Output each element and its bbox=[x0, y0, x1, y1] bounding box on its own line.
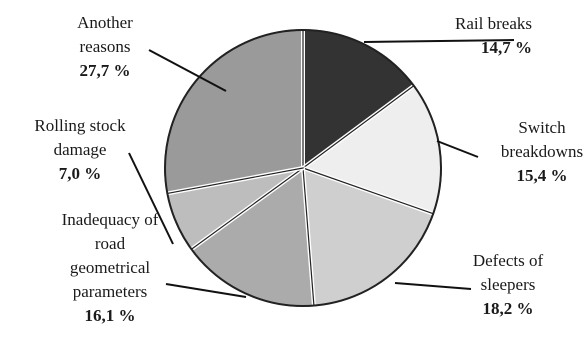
slice-label-line: Rail breaks bbox=[455, 14, 532, 33]
leader-line bbox=[436, 140, 479, 158]
slice-edge bbox=[302, 85, 415, 169]
slice-label: Another reasons 27,7 % bbox=[77, 13, 133, 80]
slice-edge bbox=[302, 167, 434, 215]
slice-value: 18,2 % bbox=[483, 299, 534, 318]
slice-edge bbox=[191, 167, 304, 250]
pie-slice bbox=[164, 29, 304, 195]
slice-label-line: Switch bbox=[518, 118, 566, 137]
slice-label-line: Defects of bbox=[473, 251, 544, 270]
slice-value: 15,4 % bbox=[517, 166, 568, 185]
pie-slices bbox=[164, 29, 442, 307]
slice-label: Defects of sleepers 18,2 % bbox=[473, 251, 544, 318]
leader-line bbox=[394, 282, 472, 290]
leader-lines bbox=[128, 39, 515, 298]
slice-label-line: Rolling stock bbox=[34, 116, 126, 135]
slice-value: 27,7 % bbox=[80, 61, 131, 80]
slice-label: Switch breakdowns 15,4 % bbox=[501, 118, 583, 185]
slice-label-line: breakdowns bbox=[501, 142, 583, 161]
slice-label-line: geometrical bbox=[70, 258, 151, 277]
slice-value: 7,0 % bbox=[59, 164, 102, 183]
slice-label-line: sleepers bbox=[481, 275, 536, 294]
slice-label-line: parameters bbox=[73, 282, 148, 301]
slice-edge bbox=[167, 167, 304, 195]
slice-label: Rail breaks 14,7 % bbox=[455, 14, 532, 57]
pie-outline bbox=[164, 29, 442, 307]
slice-label-line: road bbox=[95, 234, 126, 253]
slice-label: Inadequacy of road geometrical parameters 16… bbox=[62, 210, 159, 325]
slice-label-line: Another bbox=[77, 13, 133, 32]
slice-value: 14,7 % bbox=[481, 38, 532, 57]
slice-label-line: reasons bbox=[80, 37, 131, 56]
leader-line bbox=[165, 283, 247, 298]
leader-line bbox=[128, 152, 174, 245]
slice-labels: Rail breaks 14,7 % Switch breakdowns 15,4 % D… bbox=[34, 13, 583, 325]
slice-label-line: Inadequacy of bbox=[62, 210, 159, 229]
leader-line bbox=[363, 39, 515, 43]
slice-label: Rolling stock damage 7,0 % bbox=[34, 116, 126, 183]
slice-value: 16,1 % bbox=[85, 306, 136, 325]
slice-label-line: damage bbox=[54, 140, 107, 159]
leader-line bbox=[148, 49, 227, 92]
slice-edge bbox=[302, 167, 315, 306]
